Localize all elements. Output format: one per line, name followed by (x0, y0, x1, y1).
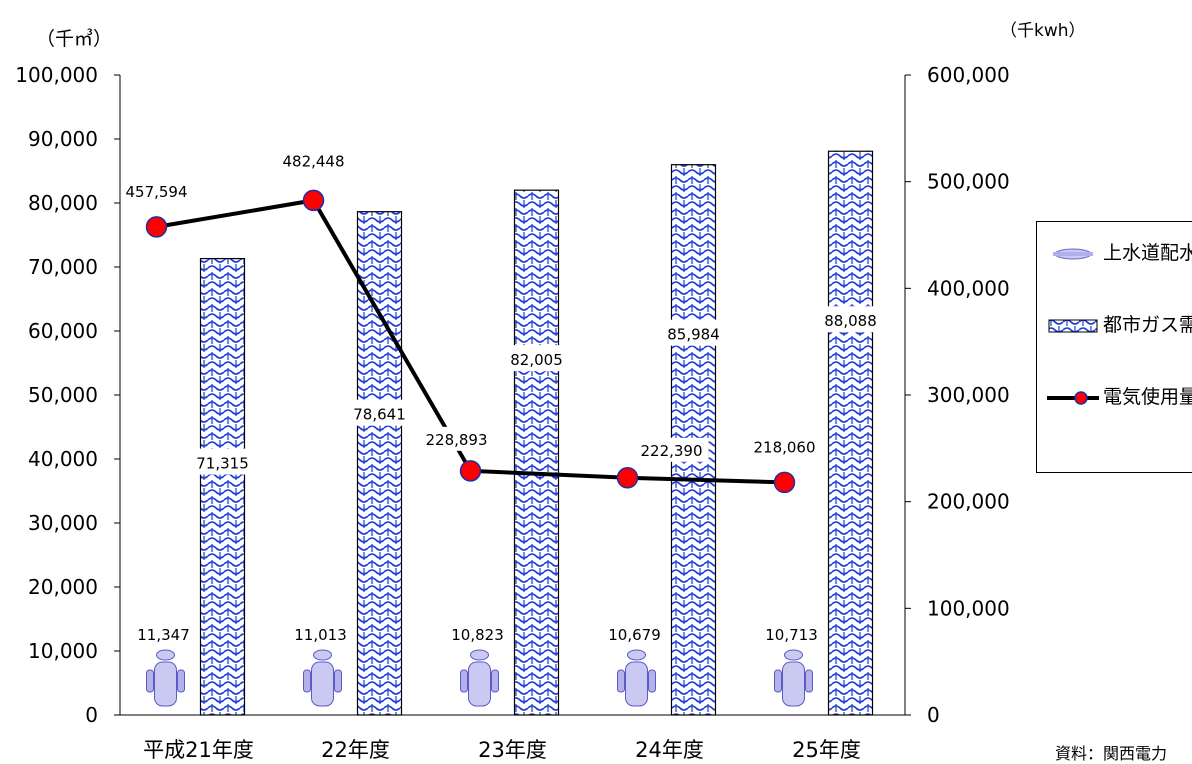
gas-bar (513, 189, 560, 716)
electric-value-label-bg (634, 437, 709, 462)
left-tick-label: 40,000 (28, 447, 98, 471)
water-icon-body (311, 661, 334, 707)
gas-value-label-bg (348, 399, 411, 426)
right-tick-label: 600,000 (927, 63, 1010, 87)
line-marker-icon (1047, 391, 1099, 405)
electric-point (773, 471, 796, 494)
legend-label-water: 上水道配水量 (1103, 242, 1192, 264)
water-value-label: 10,823 (451, 626, 504, 644)
left-tick-label: 100,000 (15, 63, 98, 87)
category-label: 23年度 (478, 738, 547, 762)
water-icon-cap (470, 649, 489, 661)
water-icon-right-wheel (491, 669, 499, 693)
gas-value-label: 88,088 (824, 312, 877, 330)
electric-point (145, 216, 168, 238)
water-drum-icon (774, 649, 813, 707)
water-icon-body (468, 661, 491, 707)
gas-bar (199, 257, 246, 716)
left-tick-label: 80,000 (28, 191, 98, 215)
gas-bar (356, 211, 403, 716)
water-drum-icon (617, 649, 656, 707)
source-note: 資料：関西電力 (1055, 744, 1168, 763)
electric-value-label: 228,893 (425, 431, 487, 449)
legend-label-electric: 電気使用量 (1103, 386, 1192, 408)
water-icon-left-wheel (460, 669, 468, 693)
water-icon-body (625, 661, 648, 707)
left-tick-label: 20,000 (28, 575, 98, 599)
left-axis-unit: （千㎥） (36, 28, 113, 50)
water-icon-right-wheel (177, 669, 185, 693)
water-drum-icon (460, 649, 499, 707)
hatched-bar-swatch-icon (1048, 319, 1098, 333)
gas-bar (827, 150, 874, 716)
water-icon-right-wheel (805, 669, 813, 693)
water-value-label: 11,013 (294, 626, 347, 644)
gas-value-label-bg (819, 306, 882, 333)
gas-value-label-bg (662, 319, 725, 346)
category-label: 25年度 (792, 738, 861, 762)
water-icon-right-wheel (334, 669, 342, 693)
category-label: 24年度 (635, 738, 704, 762)
water-icon-body (782, 661, 805, 707)
gas-value-label: 78,641 (353, 406, 406, 424)
water-icon-left-wheel (617, 669, 625, 693)
right-tick-label: 500,000 (927, 170, 1010, 194)
gas-value-label-bg (505, 345, 568, 372)
left-tick-label: 10,000 (28, 639, 98, 663)
left-tick-label: 0 (85, 703, 98, 727)
right-tick-label: 0 (927, 703, 940, 727)
electric-point (616, 467, 639, 489)
right-tick-label: 400,000 (927, 276, 1010, 300)
category-label: 平成21年度 (143, 738, 254, 762)
water-icon-left-wheel (303, 669, 311, 693)
electric-point (459, 460, 482, 482)
gas-value-label: 82,005 (510, 351, 563, 369)
water-icon-left-wheel (774, 669, 782, 693)
left-tick-label: 60,000 (28, 319, 98, 343)
water-drum-icon (1053, 248, 1093, 260)
water-drum-icon (303, 649, 342, 707)
water-icon-right-wheel (648, 669, 656, 693)
left-tick-label: 90,000 (28, 127, 98, 151)
water-icon-body (154, 661, 177, 707)
water-icon-left-wheel (146, 669, 154, 693)
electric-value-label: 482,448 (282, 152, 344, 170)
water-drum-icon (146, 649, 185, 707)
electric-value-label: 222,390 (640, 442, 702, 460)
gas-value-label-bg (191, 448, 254, 475)
electric-value-label: 457,594 (125, 183, 187, 201)
gas-value-label: 71,315 (196, 455, 249, 473)
water-value-label: 10,713 (765, 626, 818, 644)
water-icon-cap (313, 649, 332, 661)
legend: 上水道配水量 都市ガス需要量 電気使用量 (1036, 221, 1192, 473)
electric-point (302, 189, 325, 212)
water-icon-cap (627, 649, 646, 661)
right-tick-label: 200,000 (927, 490, 1010, 514)
water-icon-cap (156, 649, 175, 661)
water-value-label: 11,347 (137, 626, 190, 644)
electric-value-label-bg (419, 426, 494, 451)
right-axis-unit: （千kwh） (1000, 21, 1086, 41)
water-icon-cap (784, 649, 803, 661)
water-value-label: 10,679 (608, 626, 661, 644)
electric-value-label: 218,060 (753, 438, 815, 456)
left-tick-label: 30,000 (28, 511, 98, 535)
right-tick-label: 300,000 (927, 383, 1010, 407)
electric-value-label-bg (747, 434, 822, 459)
right-tick-label: 100,000 (927, 596, 1010, 620)
left-tick-label: 50,000 (28, 383, 98, 407)
category-label: 22年度 (321, 738, 390, 762)
legend-label-gas: 都市ガス需要量 (1103, 314, 1192, 336)
left-tick-label: 70,000 (28, 255, 98, 279)
gas-value-label: 85,984 (667, 326, 720, 344)
